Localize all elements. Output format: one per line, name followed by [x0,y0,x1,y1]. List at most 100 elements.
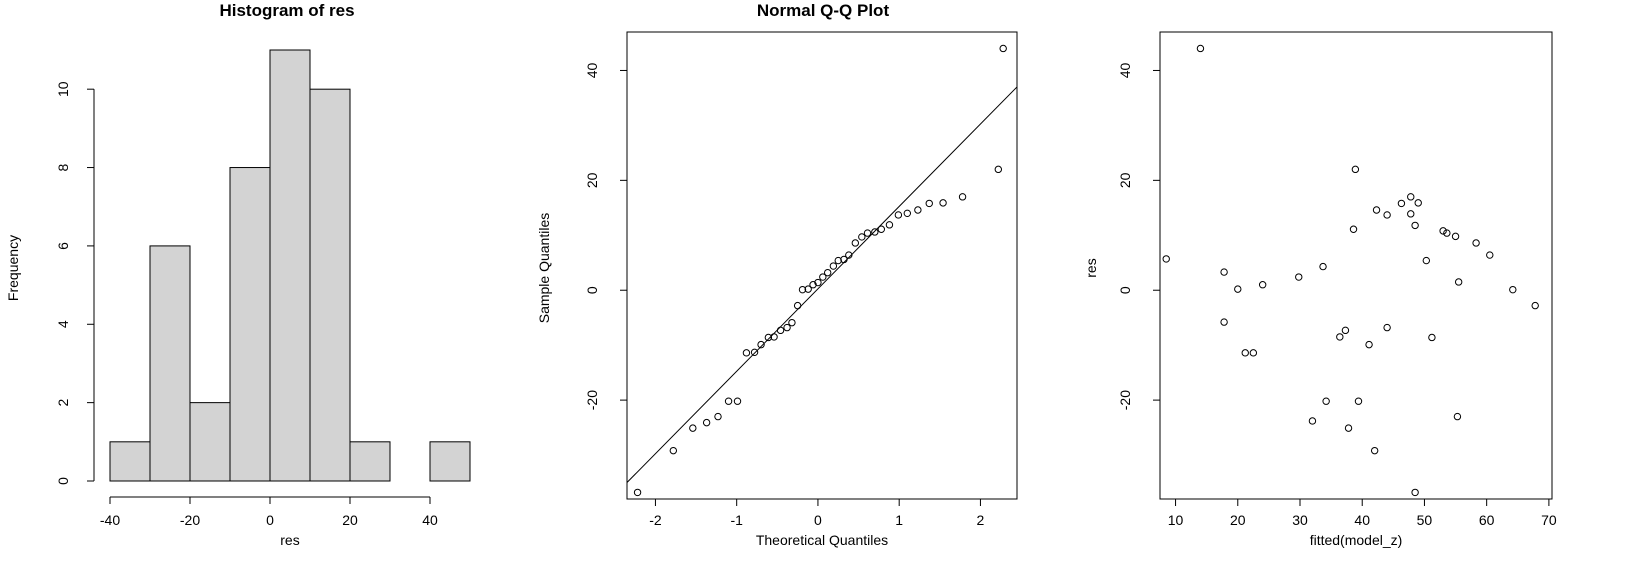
data-point [1372,206,1381,214]
data-point [1407,210,1415,218]
histogram-bar [189,402,231,482]
data-point [1351,165,1360,174]
data-point [885,221,894,229]
data-point [1411,221,1419,230]
data-point [793,301,802,310]
y-tick-label: 2 [55,399,71,407]
x-tick-label: 20 [342,512,358,528]
data-point [1258,281,1267,289]
data-point [702,418,711,427]
data-point [788,318,796,327]
data-point [757,340,765,349]
data-point [840,255,848,264]
data-point [819,273,827,281]
data-point [1509,285,1517,294]
data-point [823,268,832,277]
data-point [724,397,733,405]
data-point [1370,446,1379,455]
data-point [783,323,791,332]
data-point [1531,301,1539,310]
histogram-bar [229,167,271,482]
data-point [1354,397,1363,405]
data-point [770,333,778,341]
data-point [1341,326,1350,335]
data-point [1397,199,1406,208]
data-point [1220,318,1228,326]
histogram-bar [109,441,151,482]
y-tick-label: 6 [55,242,71,250]
data-point [1443,229,1451,237]
data-point [1196,44,1205,53]
data-point [1411,488,1419,497]
data-point [1407,193,1415,201]
y-tick-label: 4 [55,320,71,328]
y-tick-label: 20 [1117,172,1133,188]
data-point [925,199,933,208]
x-axis-label: fitted(model_z) [1310,532,1403,548]
x-tick-label: 2 [977,512,985,528]
data-point [814,278,822,287]
chart-2: 10 20 30 40 50 60 70 -20 0 20 40 fitted(model_z) res [1083,31,1557,548]
data-point [863,229,872,237]
plot-frame [626,31,1018,500]
y-axis-label: Sample Quantiles [536,213,552,324]
y-tick-label: 20 [584,172,600,188]
data-point [939,199,947,207]
data-point [1241,349,1249,357]
chart-title: Histogram of res [219,1,354,20]
y-tick-label: 10 [55,81,71,97]
data-point [1428,333,1436,342]
y-tick-label: 40 [1117,62,1133,78]
data-point [999,44,1007,53]
data-point [1439,227,1447,235]
y-axis-label: Frequency [5,235,21,301]
data-point [809,281,817,289]
data-point [1295,273,1303,281]
chart-title: Normal Q-Q Plot [757,1,890,20]
histogram-bar [309,88,351,482]
data-point [858,233,866,241]
data-point [804,285,812,293]
data-point [1454,278,1463,286]
data-point [1349,225,1358,233]
data-point [845,251,853,259]
x-tick-label: -2 [649,512,662,528]
qq-reference-line [627,86,1017,483]
x-axis-label: Theoretical Quantiles [756,532,888,548]
data-point [1383,323,1391,332]
plot-frame [1159,31,1553,500]
histogram-bar [149,245,191,482]
chart-0: Histogram of res -40 -20 0 20 40 0 2 4 6 8 10 res Fre… [5,1,471,548]
data-point [903,209,912,218]
y-tick-label: -20 [1117,390,1133,410]
x-tick-label: -1 [730,512,743,528]
x-tick-label: 70 [1541,512,1557,528]
x-tick-label: 0 [814,512,822,528]
x-tick-label: 40 [422,512,438,528]
data-point [689,424,697,432]
data-point [1414,199,1422,207]
data-point [1308,417,1317,425]
y-tick-label: 0 [55,477,71,485]
data-point [714,412,722,421]
data-point [1249,349,1258,357]
x-tick-label: 30 [1292,512,1308,528]
x-axis-label: res [280,532,299,548]
data-point [1344,424,1353,432]
x-tick-label: -40 [100,512,120,528]
data-point [750,348,759,357]
data-point [1486,251,1494,259]
x-tick-label: 1 [895,512,903,528]
chart-1: Normal Q-Q Plot -2 -1 0 1 2 -20 0 20 40 Theoretica… [536,1,1018,548]
data-point [1365,340,1373,349]
data-point [764,333,773,342]
data-point [1322,397,1330,405]
data-point [1319,262,1327,271]
y-tick-label: 8 [55,163,71,171]
data-point [958,193,967,201]
x-tick-label: 0 [266,512,274,528]
data-point [829,262,838,270]
x-tick-label: 40 [1354,512,1370,528]
data-point [894,211,903,219]
